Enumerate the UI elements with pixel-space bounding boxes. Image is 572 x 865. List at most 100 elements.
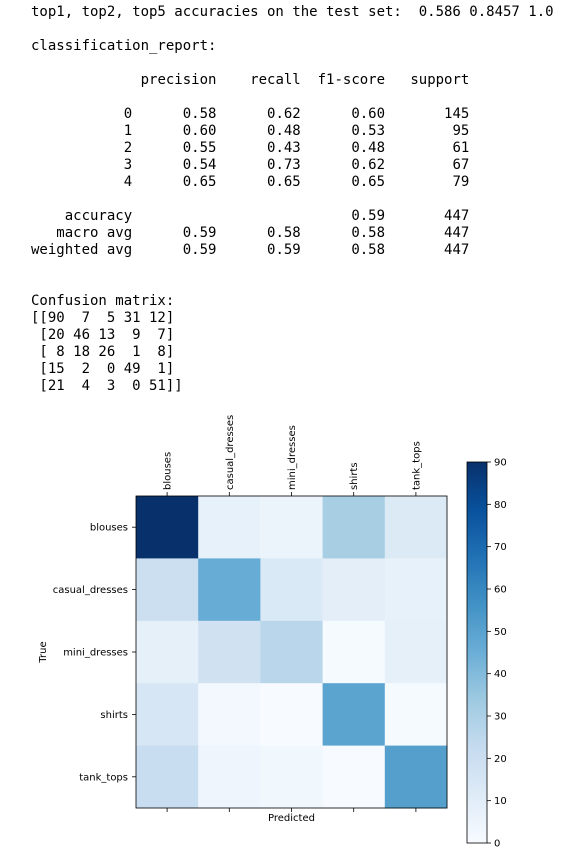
report-row: 1 0.60 0.48 0.53 95 [31, 123, 470, 140]
report-cell: 0.48 [216, 123, 301, 139]
heatmap-cell [136, 496, 199, 559]
plot-frame [135, 495, 448, 809]
confusion-text-row: [21 4 3 0 51]] [31, 378, 183, 394]
colorbar-tick-label: 0 [494, 839, 500, 850]
report-cell: 79 [385, 174, 470, 190]
colorbar-tick-label: 90 [494, 458, 507, 469]
report-cell: macro avg [31, 225, 133, 241]
report-cell: 0.58 [216, 225, 301, 241]
heatmap-cell [260, 496, 324, 559]
report-cell: 61 [385, 140, 470, 156]
report-cell: 95 [385, 123, 470, 139]
report-row: 3 0.54 0.73 0.62 67 [31, 157, 470, 174]
confusion-text-row: [[90 7 5 31 12] [31, 310, 175, 326]
report-title: classification_report: [31, 38, 217, 54]
confusion-title: Confusion matrix: [31, 293, 175, 309]
report-cell: 447 [385, 242, 470, 258]
heatmap-cell [322, 620, 386, 684]
y-tick-label: shirts [100, 710, 128, 721]
x-tick-label: tank_tops [411, 441, 422, 490]
colorbar-tick-label: 60 [494, 585, 507, 596]
heatmap-cell [136, 620, 199, 684]
heatmap-cell [136, 558, 199, 622]
report-cell: 0.60 [132, 123, 217, 139]
report-cell: 0.65 [132, 174, 217, 190]
colorbar [466, 461, 488, 844]
y-tick-label: tank_tops [79, 772, 128, 783]
heatmap-cell [322, 496, 386, 559]
report-cell: precision [132, 72, 217, 88]
heatmap-cell [260, 558, 324, 622]
report-cell: 0.59 [300, 208, 386, 224]
report-cell: 0.58 [300, 242, 386, 258]
confusion-text-row: [20 46 13 9 7] [31, 327, 175, 343]
report-cell: weighted avg [31, 242, 133, 258]
heatmap-cell [136, 683, 199, 747]
colorbar-tick-label: 10 [494, 796, 507, 807]
report-cell: 0.65 [300, 174, 386, 190]
report-cell: accuracy [31, 208, 133, 224]
x-tick-label: mini_dresses [287, 425, 298, 490]
x-tick-label: blouses [163, 452, 174, 490]
colorbar-tick-label: 40 [494, 669, 507, 680]
report-cell: 0.62 [300, 157, 386, 173]
report-cell: 0.43 [216, 140, 301, 156]
report-cell [216, 208, 300, 224]
report-cell: 3 [31, 157, 133, 173]
y-axis-label: True [38, 641, 49, 663]
heatmap-cell [198, 496, 261, 559]
heatmap-cell [384, 558, 448, 622]
heatmap-cell [322, 683, 386, 747]
heatmap-cell [384, 683, 448, 747]
report-cell: 0.58 [300, 225, 386, 241]
report-cell: recall [216, 72, 301, 88]
report-cell: 0.58 [132, 106, 217, 122]
colorbar-tick-label: 80 [494, 500, 507, 511]
report-cell [132, 208, 216, 224]
report-row: 0 0.58 0.62 0.60 145 [31, 106, 470, 123]
report-cell: support [385, 72, 470, 88]
report-cell: 2 [31, 140, 133, 156]
report-cell: 0.62 [216, 106, 301, 122]
blank-line [31, 191, 469, 208]
report-cell: 0.55 [132, 140, 217, 156]
heatmap-cell [384, 745, 448, 809]
heatmap-cell [260, 620, 324, 684]
y-tick-label: blouses [90, 523, 128, 534]
report-cell: 447 [385, 225, 470, 241]
report-cell: 0.59 [216, 242, 301, 258]
report-row: 2 0.55 0.43 0.48 61 [31, 140, 470, 157]
y-tick-label: casual_dresses [53, 585, 128, 596]
report-row: 4 0.65 0.65 0.65 79 [31, 174, 470, 191]
report-cell: 67 [385, 157, 470, 173]
x-tick-label: casual_dresses [225, 415, 236, 490]
colorbar-tick-label: 70 [494, 542, 507, 553]
report-cell: 0.60 [300, 106, 386, 122]
report-cell: 4 [31, 174, 133, 190]
heatmap-cell [198, 620, 261, 684]
heatmap-cell [198, 558, 261, 622]
x-axis-label: Predicted [268, 813, 315, 824]
report-cell: 0.59 [132, 242, 217, 258]
blank-line [31, 89, 469, 106]
report-cell: f1-score [300, 72, 386, 88]
colorbar-tick-label: 50 [494, 627, 507, 638]
confusion-matrix-text: [[90 7 5 31 12] [20 46 13 9 7] [ 8 18 26… [31, 310, 183, 395]
confusion-text-row: [ 8 18 26 1 8] [31, 344, 175, 360]
classification-report: precision recall f1-score support 0 0.58… [31, 72, 469, 259]
report-cell: 0.48 [300, 140, 386, 156]
heatmap-cell [384, 620, 448, 684]
heatmap-cell [198, 745, 261, 809]
heatmap-cell [136, 745, 199, 809]
accuracy-line: top1, top2, top5 accuracies on the test … [31, 4, 554, 20]
confusion-text-row: [15 2 0 49 1] [31, 361, 175, 377]
heatmap-cell [260, 745, 324, 809]
report-cell: 0 [31, 106, 133, 122]
colorbar-tick-label: 20 [494, 754, 507, 765]
report-summary-row: accuracy 0.59 447 [31, 208, 470, 225]
report-cell: 0.53 [300, 123, 386, 139]
colorbar-tick-label: 30 [494, 712, 507, 723]
report-cell: 0.65 [216, 174, 301, 190]
heatmap-cell [322, 745, 386, 809]
